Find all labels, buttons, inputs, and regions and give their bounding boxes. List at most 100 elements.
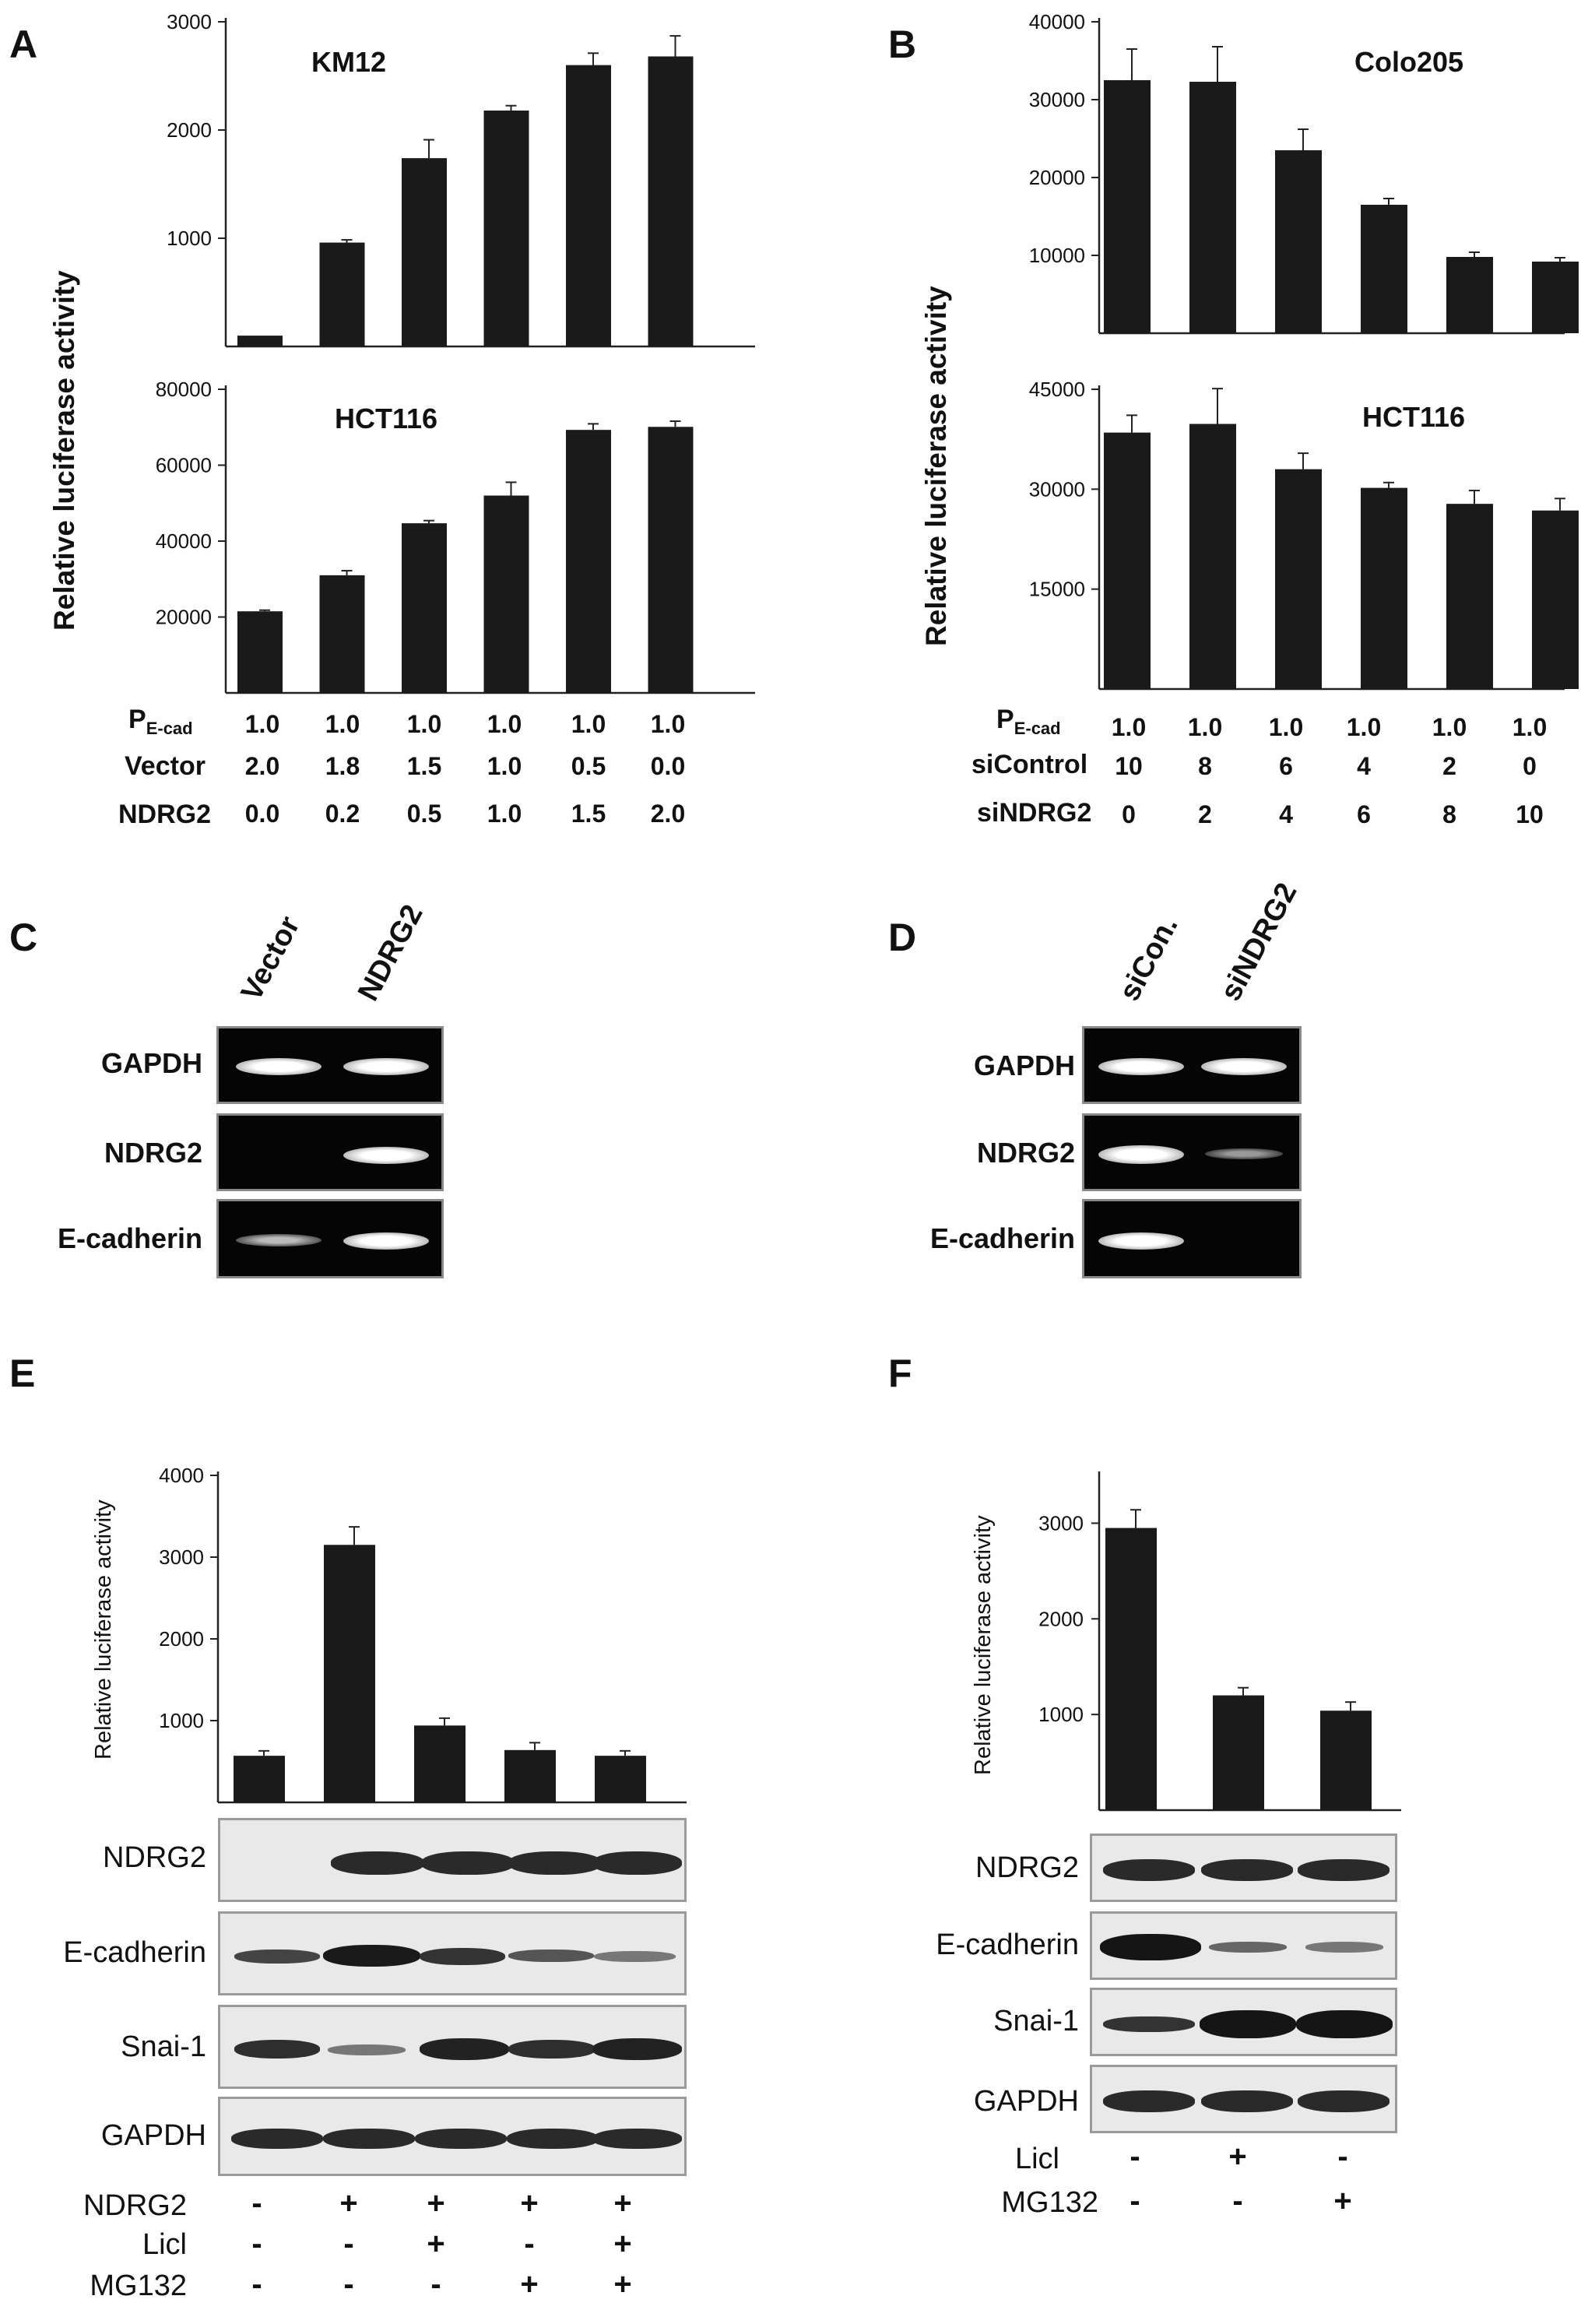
cond-b-sicontrol-label: siControl: [971, 750, 1088, 779]
e-luc-bar-0: [234, 1756, 285, 1802]
gel-c-label-ndrg2: NDRG2: [104, 1137, 202, 1169]
e-sign-r2-0: -: [251, 2267, 262, 2301]
band: [323, 2129, 415, 2149]
band: [328, 2044, 406, 2055]
e-treat-label-licl: Licl: [142, 2228, 187, 2261]
e-luc-bar-3: [504, 1749, 556, 1802]
band: [343, 1147, 429, 1164]
cond-b-sicontrol-val-2: 6: [1279, 752, 1293, 780]
cond-a-pecad-val-3: 1.0: [487, 710, 522, 738]
a-km12-bar-2: [402, 158, 447, 346]
band: [1205, 1148, 1283, 1159]
a-hct116-ytick-label-3: 80000: [156, 378, 212, 401]
band: [1201, 2090, 1293, 2112]
a-hct116-bar-1: [319, 575, 365, 693]
a-hct116-bar-5: [648, 427, 694, 693]
blot-e-ecadherin: [218, 1911, 687, 1995]
band: [420, 1948, 505, 1965]
band: [508, 2040, 596, 2059]
band: [421, 1851, 515, 1875]
cond-b-pecad-val-3: 1.0: [1346, 713, 1382, 741]
a-hct116-bar-3: [483, 495, 529, 693]
cond-b-sindrg2-val-1: 2: [1198, 800, 1212, 828]
blot-e-label-ndrg2: NDRG2: [102, 1841, 206, 1874]
a-km12-bar-5: [648, 56, 694, 346]
cond-a-pecad-label: PE-cad: [128, 705, 193, 739]
band: [508, 1950, 594, 1962]
b-colo205-title: Colo205: [1354, 46, 1463, 78]
b-hct116-ytick-label-2: 45000: [1029, 378, 1085, 401]
band: [1103, 2090, 1195, 2112]
e-luc-ytick-label-0: 1000: [159, 1709, 204, 1732]
f-sign-r0-2: -: [1337, 2139, 1348, 2174]
band: [331, 1851, 424, 1875]
band: [236, 1058, 321, 1075]
band: [1098, 1232, 1184, 1250]
band: [234, 2040, 320, 2059]
panel-letter-a: A: [9, 23, 38, 66]
band: [1098, 1058, 1184, 1075]
b-hct116-bar-3: [1361, 487, 1407, 689]
e-sign-r2-3: +: [520, 2267, 539, 2301]
cond-a-pecad-p: P: [128, 705, 146, 734]
blot-f-label-ecadherin: E-cadherin: [936, 1928, 1079, 1961]
a-hct116-ytick-label-2: 60000: [156, 454, 212, 477]
gel-c-label-gapdh: GAPDH: [100, 1047, 202, 1079]
cond-b-sindrg2-label: siNDRG2: [977, 798, 1092, 828]
band: [1209, 1942, 1287, 1953]
ylabel-f-text: Relative luciferase activity: [971, 1515, 996, 1775]
band: [234, 1950, 320, 1964]
b-hct116-bar-4: [1446, 504, 1493, 689]
gel-d-label-gapdh: GAPDH: [973, 1049, 1075, 1081]
band: [1201, 1058, 1287, 1075]
cond-b-sicontrol-val-1: 8: [1198, 752, 1212, 780]
band: [1100, 1934, 1201, 1960]
cond-a-ndrg2-val-0: 0.0: [244, 800, 280, 828]
blot-f-ecadherin: [1090, 1911, 1397, 1980]
cond-b-sicontrol-val-3: 4: [1357, 752, 1371, 780]
band: [1296, 2010, 1393, 2038]
b-colo205-bar-3: [1361, 205, 1407, 333]
cond-b-sicontrol-val-4: 2: [1442, 752, 1456, 780]
b-hct116-title: HCT116: [1362, 401, 1465, 433]
gel-c-ecadherin: [216, 1199, 444, 1278]
ylabel-a-text: Relative luciferase activity: [48, 270, 80, 631]
band: [343, 1058, 429, 1075]
a-km12-ytick-label-2: 3000: [167, 10, 212, 33]
a-hct116-bar-4: [566, 430, 611, 693]
cond-a-ndrg2-val-2: 0.5: [406, 800, 442, 828]
b-colo205-ytick-label-2: 30000: [1029, 88, 1085, 111]
a-km12-title: KM12: [311, 46, 386, 78]
band: [323, 1945, 420, 1967]
band: [592, 1851, 682, 1875]
f-treat-label-mg132: MG132: [1001, 2186, 1098, 2219]
cond-b-sindrg2-val-2: 4: [1279, 800, 1293, 828]
b-colo205-ytick-label-3: 40000: [1029, 10, 1085, 33]
band: [592, 2129, 682, 2149]
cond-a-vector-val-4: 0.5: [571, 752, 606, 780]
gel-d-label-ecadherin: E-cadherin: [929, 1222, 1075, 1254]
a-hct116-title: HCT116: [335, 403, 437, 434]
e-luc-bar-1: [324, 1545, 375, 1802]
ylabel-e: Relative luciferase activity: [91, 1500, 116, 1760]
gel-d-label-ndrg2: NDRG2: [976, 1137, 1075, 1169]
e-sign-r0-4: +: [613, 2186, 632, 2220]
cond-a-ndrg2-val-5: 2.0: [650, 800, 686, 828]
blot-f-ndrg2: [1090, 1834, 1397, 1902]
a-hct116-ytick-label-1: 40000: [156, 529, 212, 553]
f-luc-ytick-label-0: 1000: [1038, 1703, 1084, 1726]
gel-c-ndrg2: [216, 1113, 444, 1191]
e-sign-r2-2: -: [430, 2267, 441, 2301]
e-sign-r2-4: +: [613, 2267, 632, 2301]
a-km12-bar-4: [566, 65, 611, 346]
cond-b-sindrg2-val-5: 10: [1516, 800, 1544, 828]
e-sign-r2-1: -: [343, 2267, 354, 2301]
cond-a-ndrg2-val-1: 0.2: [325, 800, 360, 828]
f-luc-ytick-label-1: 2000: [1038, 1607, 1084, 1630]
cond-a-vector-label: Vector: [125, 751, 206, 781]
band: [415, 2129, 507, 2149]
band: [508, 1851, 602, 1875]
f-sign-r0-1: +: [1228, 2139, 1247, 2174]
cond-a-pecad-val-4: 1.0: [571, 710, 606, 738]
